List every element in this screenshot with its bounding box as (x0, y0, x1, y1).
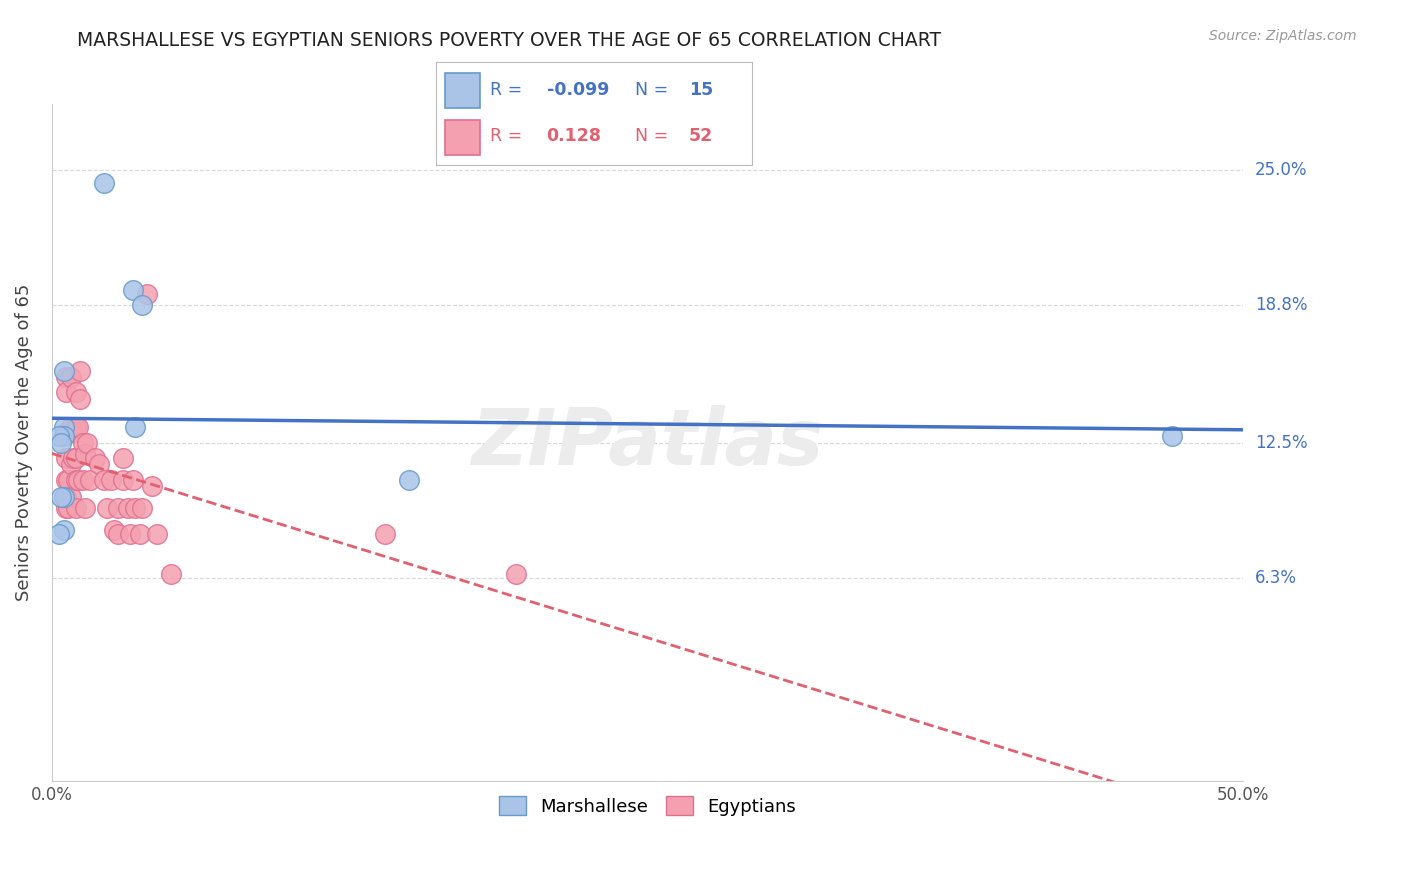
Point (58, 501, 80, 516)
Point (76, 435, 98, 450)
Point (55, 501, 77, 516)
Point (75, 446, 97, 460)
Point (58, 473, 80, 487)
Point (79, 473, 101, 487)
Point (59, 370, 82, 384)
Point (141, 479, 163, 493)
Point (55, 473, 77, 487)
Point (48, 429, 70, 443)
Point (51, 490, 73, 504)
Point (65, 473, 87, 487)
Text: 6.3%: 6.3% (1256, 569, 1296, 587)
Point (112, 450, 135, 465)
Text: R =: R = (489, 128, 522, 145)
Point (59, 458, 82, 472)
Point (124, 420, 146, 434)
Point (59, 420, 82, 434)
Point (124, 501, 146, 516)
Text: N =: N = (636, 128, 668, 145)
Point (96, 501, 118, 516)
Text: N =: N = (636, 81, 668, 99)
Point (107, 501, 129, 516)
Point (121, 473, 143, 487)
Point (55, 370, 77, 384)
Point (59, 490, 82, 504)
Point (145, 527, 167, 541)
Point (55, 425, 77, 439)
Point (131, 298, 153, 312)
Point (112, 473, 135, 487)
Point (398, 473, 420, 487)
Text: Source: ZipAtlas.com: Source: ZipAtlas.com (1209, 29, 1357, 43)
Text: 52: 52 (689, 128, 713, 145)
Point (65, 385, 87, 400)
Point (69, 392, 91, 406)
Point (107, 527, 129, 541)
Point (505, 566, 527, 581)
Text: 0.128: 0.128 (547, 128, 602, 145)
Point (131, 501, 153, 516)
Text: 18.8%: 18.8% (1256, 296, 1308, 314)
FancyBboxPatch shape (446, 73, 481, 108)
Point (136, 287, 159, 301)
Point (65, 450, 87, 465)
Point (1160, 429, 1182, 443)
Text: ZIPatlas: ZIPatlas (471, 405, 824, 481)
Point (83, 450, 105, 465)
Point (52, 363, 75, 377)
Point (48, 527, 70, 541)
Point (75, 501, 97, 516)
Point (160, 566, 183, 581)
Point (121, 283, 143, 297)
Point (55, 450, 77, 465)
Point (72, 435, 94, 450)
Point (66, 420, 89, 434)
Point (93, 176, 115, 190)
FancyBboxPatch shape (446, 120, 481, 155)
Point (72, 473, 94, 487)
Text: R =: R = (489, 81, 522, 99)
Text: -0.099: -0.099 (547, 81, 609, 99)
Point (129, 527, 152, 541)
Text: 15: 15 (689, 81, 713, 99)
Point (52, 523, 75, 537)
Text: 12.5%: 12.5% (1256, 434, 1308, 451)
Text: MARSHALLESE VS EGYPTIAN SENIORS POVERTY OVER THE AGE OF 65 CORRELATION CHART: MARSHALLESE VS EGYPTIAN SENIORS POVERTY … (77, 31, 942, 50)
Point (52, 490, 75, 504)
Legend: Marshallese, Egyptians: Marshallese, Egyptians (491, 789, 803, 822)
Point (51, 435, 73, 450)
Point (100, 473, 122, 487)
Point (62, 450, 84, 465)
Point (55, 385, 77, 400)
Point (66, 473, 89, 487)
Point (52, 429, 75, 443)
Point (374, 527, 396, 541)
Point (55, 490, 77, 504)
Point (93, 473, 115, 487)
Y-axis label: Seniors Poverty Over the Age of 65: Seniors Poverty Over the Age of 65 (15, 284, 32, 601)
Point (117, 501, 139, 516)
Point (69, 363, 91, 377)
Text: 25.0%: 25.0% (1256, 161, 1308, 178)
Point (120, 527, 142, 541)
Point (89, 458, 111, 472)
Point (62, 425, 84, 439)
Point (103, 523, 125, 537)
Point (65, 420, 87, 434)
Point (65, 501, 87, 516)
Point (52, 420, 75, 434)
